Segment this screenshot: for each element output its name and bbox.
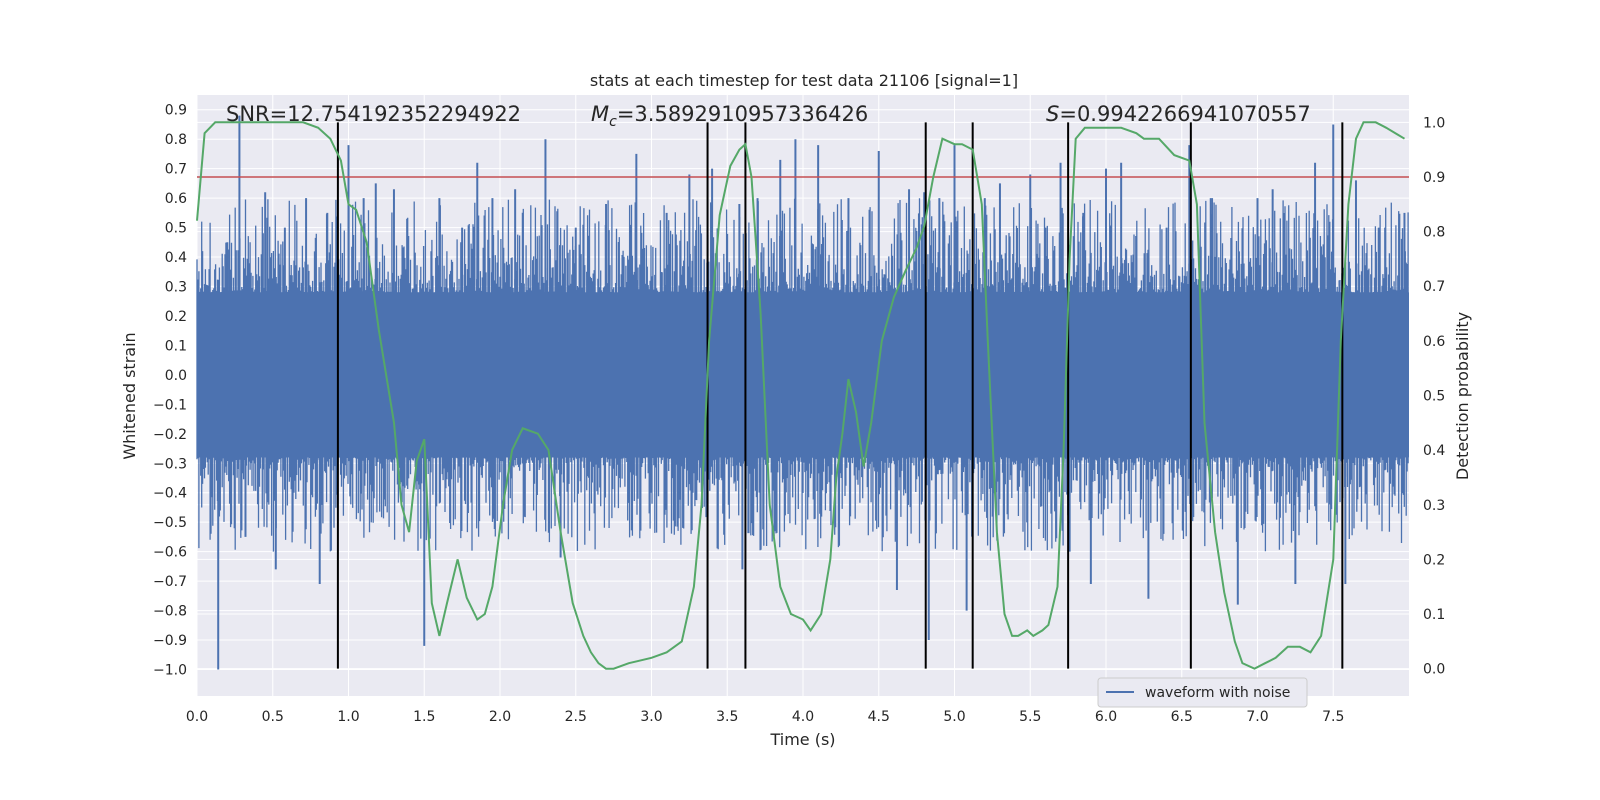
- y-tick-label: 0.5: [165, 221, 187, 237]
- y-tick-label: 0.1: [165, 338, 187, 354]
- y-tick-label: −0.8: [153, 604, 187, 620]
- x-tick-label: 5.5: [1019, 709, 1041, 725]
- y-tick-label: −0.2: [153, 427, 187, 443]
- x-tick-label: 4.5: [868, 709, 890, 725]
- y-tick-label: 0.0: [165, 368, 187, 384]
- s-annotation: S=0.9942266941070557: [1046, 102, 1311, 126]
- y-tick-label: −0.5: [153, 515, 187, 531]
- y-tick-label: −0.4: [153, 486, 187, 502]
- x-tick-label: 0.0: [186, 709, 208, 725]
- y2-tick-labels: 1.0 0.9 0.8 0.7 0.6 0.5 0.4 0.3 0.2 0.1 0.0: [1423, 115, 1445, 677]
- y-tick-label: −0.7: [153, 574, 187, 590]
- x-tick-label: 2.0: [489, 709, 511, 725]
- y2-tick-label: 0.2: [1423, 552, 1445, 568]
- chirp-mass-annotation: Mc=3.5892910957336426: [591, 102, 868, 130]
- waveform-spikes: [196, 115, 1409, 670]
- x-tick-label: 1.0: [337, 709, 359, 725]
- y-tick-label: 0.2: [165, 309, 187, 325]
- y-tick-label: −0.3: [153, 456, 187, 472]
- x-tick-label: 6.5: [1171, 709, 1193, 725]
- y2-tick-label: 1.0: [1423, 115, 1445, 131]
- x-tick-label: 5.0: [943, 709, 965, 725]
- y2-tick-label: 0.4: [1423, 443, 1445, 459]
- y-tick-label: −0.9: [153, 633, 187, 649]
- x-tick-label: 3.0: [640, 709, 662, 725]
- y2-tick-label: 0.5: [1423, 389, 1445, 405]
- waveform-noise: [196, 198, 1409, 552]
- detection-probability-line: [196, 121, 1406, 670]
- y2-tick-label: 0.7: [1423, 279, 1445, 295]
- y-tick-label: 0.7: [165, 162, 187, 178]
- x-tick-label: 6.0: [1095, 709, 1117, 725]
- y-tick-label: 0.4: [165, 250, 187, 266]
- snr-annotation: SNR=12.754192352294922: [226, 102, 521, 126]
- y-tick-label: −1.0: [153, 662, 187, 678]
- y-tick-label: 0.6: [165, 191, 187, 207]
- legend: waveform with noise: [1097, 677, 1308, 708]
- x-axis-label: Time (s): [769, 730, 835, 749]
- y-tick-label: 0.8: [165, 132, 187, 148]
- y2-tick-label: 0.1: [1423, 607, 1445, 623]
- legend-label: waveform with noise: [1145, 685, 1290, 701]
- y-tick-labels: 0.9 0.8 0.7 0.6 0.5 0.4 0.3 0.2 0.1 0.0 −0.1 −0.2 −0…: [153, 103, 187, 679]
- x-tick-label: 0.5: [262, 709, 284, 725]
- y-tick-label: −0.1: [153, 397, 187, 413]
- x-tick-label: 1.5: [413, 709, 435, 725]
- y-tick-label: 0.3: [165, 279, 187, 295]
- y-axis-label: Whitened strain: [120, 332, 139, 459]
- y2-tick-label: 0.3: [1423, 498, 1445, 514]
- y2-axis-label: Detection probability: [1453, 312, 1472, 480]
- x-tick-label: 3.5: [716, 709, 738, 725]
- x-tick-label: 7.5: [1322, 709, 1344, 725]
- y2-tick-label: 0.9: [1423, 170, 1445, 186]
- x-tick-label: 2.5: [565, 709, 587, 725]
- x-tick-label: 7.0: [1246, 709, 1268, 725]
- y2-tick-label: 0.6: [1423, 334, 1445, 350]
- x-tick-labels: 0.0 0.5 1.0 1.5 2.0 2.5 3.0 3.5 4.0 4.5 5.0 5.5 6.0 6…: [186, 709, 1345, 725]
- y2-tick-label: 0.0: [1423, 662, 1445, 678]
- chart-title: stats at each timestep for test data 211…: [590, 71, 1018, 90]
- x-tick-label: 4.0: [792, 709, 814, 725]
- y-tick-label: 0.9: [165, 103, 187, 119]
- y2-tick-label: 0.8: [1423, 225, 1445, 241]
- y-tick-label: −0.6: [153, 545, 187, 561]
